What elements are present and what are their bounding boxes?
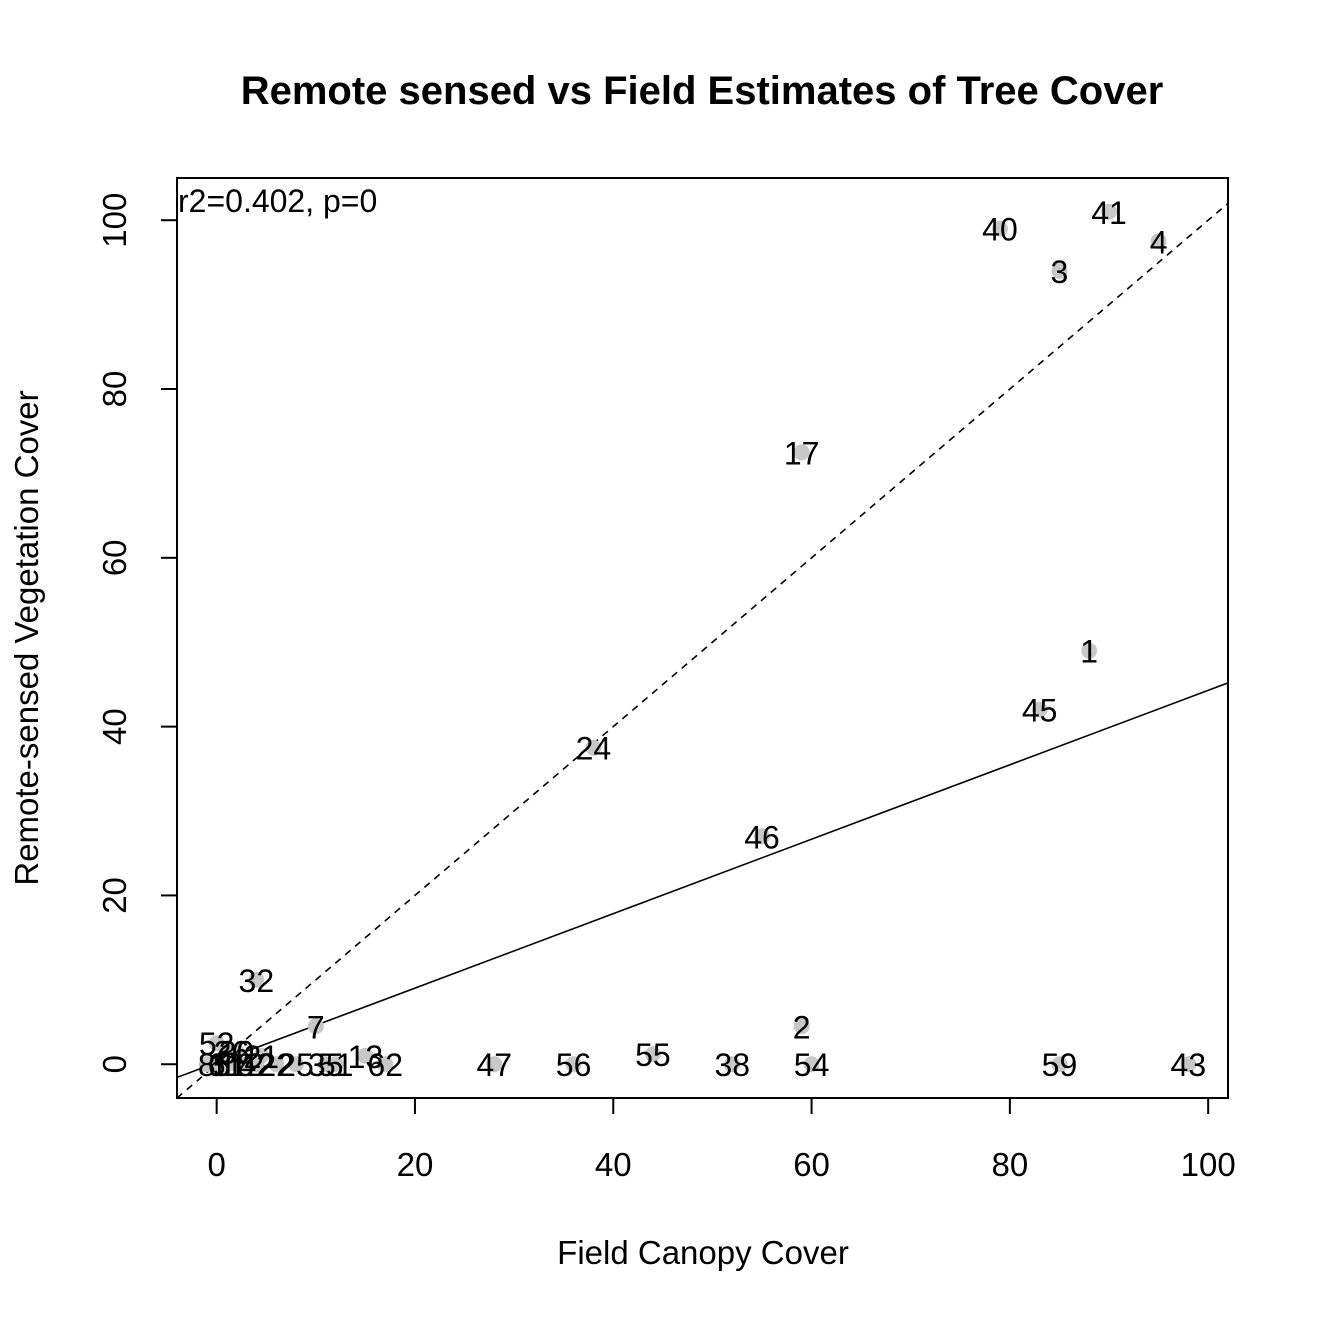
chart-title: Remote sensed vs Field Estimates of Tree… xyxy=(241,69,1164,113)
data-point xyxy=(991,220,1008,237)
data-point xyxy=(803,1056,820,1073)
plot-frame xyxy=(176,177,1229,1099)
point-label: 56 xyxy=(556,1047,592,1083)
point-label: 59 xyxy=(1042,1047,1078,1083)
data-point xyxy=(317,1056,334,1073)
regression-line xyxy=(177,682,1228,1079)
data-point xyxy=(793,444,810,461)
point-label: 22 xyxy=(258,1047,294,1083)
y-tick-label: 100 xyxy=(96,193,133,248)
point-label: 41 xyxy=(1091,195,1127,231)
data-point xyxy=(228,1056,245,1073)
y-axis: 0 20 40 60 80 100 xyxy=(96,193,178,1073)
data-point xyxy=(644,1046,661,1063)
point-label: 42 xyxy=(239,1047,275,1083)
point-label: 55 xyxy=(635,1037,671,1073)
point-label: 11 xyxy=(210,1047,243,1083)
data-point xyxy=(1051,262,1068,279)
point-label: 25 xyxy=(278,1047,314,1083)
data-point xyxy=(1081,642,1098,659)
regression-annotation: r2=0.402, p=0 xyxy=(178,183,377,219)
one-to-one-line xyxy=(177,202,1228,1098)
data-point xyxy=(248,971,265,988)
y-tick-label: 40 xyxy=(96,708,133,745)
point-label: 30 xyxy=(219,1035,255,1071)
point-label: 46 xyxy=(744,819,780,855)
x-axis: 0 20 40 60 80 100 xyxy=(207,1097,1236,1183)
point-label: 1 xyxy=(1080,634,1098,670)
point-label: 51 xyxy=(318,1047,354,1083)
point-label: 2 xyxy=(793,1009,811,1045)
data-point xyxy=(486,1056,503,1073)
point-label: 35 xyxy=(308,1047,344,1083)
point-label: 40 xyxy=(982,212,1018,248)
data-point xyxy=(268,1056,285,1073)
point-label: 17 xyxy=(784,435,820,471)
data-point xyxy=(248,1056,265,1073)
y-tick-label: 80 xyxy=(96,371,133,408)
data-point xyxy=(377,1056,394,1073)
x-tick-label: 100 xyxy=(1181,1146,1236,1183)
y-axis-title: Remote-sensed Vegetation Cover xyxy=(8,390,45,885)
y-tick-label: 20 xyxy=(96,877,133,914)
data-point xyxy=(357,1047,374,1064)
point-label: 13 xyxy=(348,1039,384,1075)
x-tick-label: 0 xyxy=(207,1146,225,1183)
point-label: 47 xyxy=(476,1047,512,1083)
point-label: 62 xyxy=(367,1047,403,1083)
data-point xyxy=(793,1018,810,1035)
point-label: 3 xyxy=(1051,254,1069,290)
point-label: 12 xyxy=(229,1047,265,1083)
point-label: 10 xyxy=(219,1047,255,1083)
point-label: 38 xyxy=(714,1047,750,1083)
y-tick-label: 0 xyxy=(96,1055,133,1073)
point-label: 45 xyxy=(1022,693,1058,729)
y-tick-label: 60 xyxy=(96,539,133,576)
x-tick-label: 60 xyxy=(793,1146,830,1183)
data-point xyxy=(287,1056,304,1073)
x-axis-title: Field Canopy Cover xyxy=(557,1234,849,1271)
data-point xyxy=(1101,203,1118,220)
point-label: 36 xyxy=(214,1035,250,1071)
point-label: 4 xyxy=(1150,224,1168,260)
point-label: 8 xyxy=(198,1047,216,1083)
data-point xyxy=(307,1018,324,1035)
data-point xyxy=(213,1056,230,1073)
data-point xyxy=(208,1035,225,1052)
data-point xyxy=(753,828,770,845)
data-point xyxy=(585,739,602,756)
x-tick-label: 40 xyxy=(595,1146,632,1183)
data-point xyxy=(1051,1056,1068,1073)
point-label: 32 xyxy=(239,963,275,999)
data-point xyxy=(724,1056,741,1073)
point-label: 24 xyxy=(576,731,612,767)
data-point xyxy=(223,1043,240,1060)
data-point xyxy=(1180,1056,1197,1073)
data-point xyxy=(1031,701,1048,718)
data-point xyxy=(1150,233,1167,250)
point-label: 52 xyxy=(199,1026,235,1062)
point-label: 7 xyxy=(307,1009,325,1045)
point-label: 54 xyxy=(794,1047,830,1083)
point-label: 43 xyxy=(1171,1047,1207,1083)
data-point xyxy=(198,1056,215,1073)
point-label: 6 xyxy=(208,1047,226,1083)
point-label: 21 xyxy=(243,1039,279,1075)
x-tick-label: 20 xyxy=(397,1146,434,1183)
x-tick-label: 80 xyxy=(992,1146,1029,1183)
data-point xyxy=(565,1056,582,1073)
point-label: 5 xyxy=(213,1047,231,1083)
